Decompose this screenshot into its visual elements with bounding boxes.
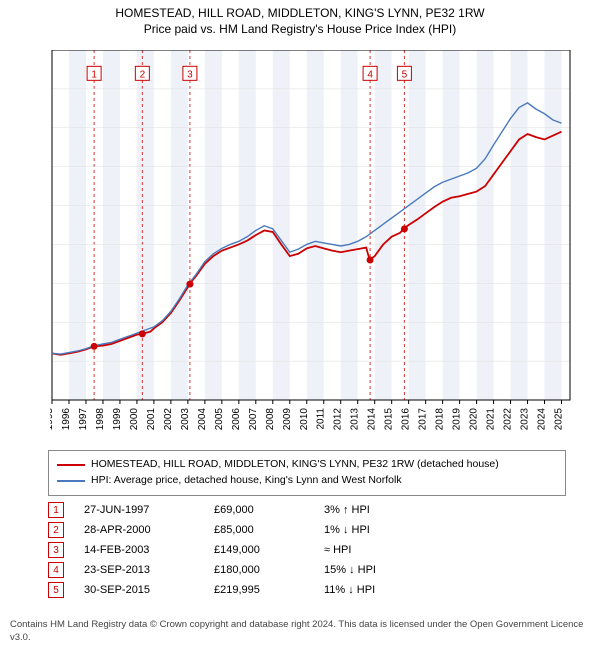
- table-row: 5 30-SEP-2015£219,99511% ↓ HPI: [48, 580, 548, 600]
- sale-number-badge: 3: [48, 542, 64, 558]
- svg-text:2016: 2016: [401, 408, 412, 431]
- title-line2: Price paid vs. HM Land Registry's House …: [8, 22, 592, 36]
- sale-date: 23-SEP-2013: [84, 564, 214, 576]
- svg-text:2001: 2001: [146, 408, 157, 431]
- sale-number-badge: 5: [48, 582, 64, 598]
- legend-label: HOMESTEAD, HILL ROAD, MIDDLETON, KING'S …: [91, 457, 499, 473]
- legend-label: HPI: Average price, detached house, King…: [91, 473, 402, 489]
- svg-text:3: 3: [187, 69, 193, 80]
- legend-swatch: [57, 464, 85, 466]
- sale-price: £69,000: [214, 504, 324, 516]
- svg-text:1998: 1998: [95, 408, 106, 431]
- svg-text:2014: 2014: [367, 408, 378, 431]
- sale-delta: 1% ↓ HPI: [324, 524, 444, 536]
- sale-date: 27-JUN-1997: [84, 504, 214, 516]
- svg-text:2006: 2006: [231, 408, 242, 431]
- sale-price: £149,000: [214, 544, 324, 556]
- svg-text:2002: 2002: [163, 408, 174, 431]
- svg-text:2012: 2012: [333, 408, 344, 431]
- svg-text:2022: 2022: [503, 408, 514, 431]
- sale-price: £219,995: [214, 584, 324, 596]
- svg-text:2021: 2021: [486, 408, 497, 431]
- svg-text:2003: 2003: [180, 408, 191, 431]
- svg-text:1997: 1997: [78, 408, 89, 431]
- sale-delta: ≈ HPI: [324, 544, 444, 556]
- svg-text:2004: 2004: [197, 408, 208, 431]
- svg-text:2010: 2010: [299, 408, 310, 431]
- legend-box: HOMESTEAD, HILL ROAD, MIDDLETON, KING'S …: [48, 450, 566, 496]
- table-row: 3 14-FEB-2003£149,000≈ HPI: [48, 540, 548, 560]
- sale-number-badge: 1: [48, 502, 64, 518]
- sale-date: 30-SEP-2015: [84, 584, 214, 596]
- svg-text:2020: 2020: [469, 408, 480, 431]
- svg-text:2013: 2013: [350, 408, 361, 431]
- svg-text:2023: 2023: [520, 408, 531, 431]
- sales-table: 127-JUN-1997£69,0003% ↑ HPI228-APR-2000£…: [48, 500, 548, 600]
- svg-text:2007: 2007: [248, 408, 259, 431]
- sale-date: 14-FEB-2003: [84, 544, 214, 556]
- svg-text:2025: 2025: [554, 408, 565, 431]
- sale-number-badge: 2: [48, 522, 64, 538]
- svg-text:5: 5: [402, 69, 408, 80]
- svg-text:1996: 1996: [61, 408, 72, 431]
- svg-text:2017: 2017: [418, 408, 429, 431]
- svg-text:2: 2: [140, 69, 146, 80]
- sale-number-badge: 4: [48, 562, 64, 578]
- svg-text:2000: 2000: [129, 408, 140, 431]
- svg-text:1: 1: [91, 69, 97, 80]
- table-row: 4 23-SEP-2013£180,00015% ↓ HPI: [48, 560, 548, 580]
- sale-delta: 3% ↑ HPI: [324, 504, 444, 516]
- table-row: 1 27-JUN-1997£69,0003% ↑ HPI: [48, 500, 548, 520]
- sale-price: £85,000: [214, 524, 324, 536]
- legend-item: HPI: Average price, detached house, King…: [57, 473, 557, 489]
- sale-delta: 15% ↓ HPI: [324, 564, 444, 576]
- svg-text:2005: 2005: [214, 408, 225, 431]
- svg-text:4: 4: [367, 69, 373, 80]
- svg-text:2008: 2008: [265, 408, 276, 431]
- sale-price: £180,000: [214, 564, 324, 576]
- table-row: 2 28-APR-2000£85,0001% ↓ HPI: [48, 520, 548, 540]
- price-chart: 12345£0£50K£100K£150K£200K£250K£300K£350…: [50, 50, 580, 440]
- sale-delta: 11% ↓ HPI: [324, 584, 444, 596]
- svg-text:2015: 2015: [384, 408, 395, 431]
- svg-text:2018: 2018: [435, 408, 446, 431]
- title-line1: HOMESTEAD, HILL ROAD, MIDDLETON, KING'S …: [8, 6, 592, 20]
- svg-text:2011: 2011: [316, 408, 327, 430]
- legend-item: HOMESTEAD, HILL ROAD, MIDDLETON, KING'S …: [57, 457, 557, 473]
- svg-text:1999: 1999: [112, 408, 123, 431]
- svg-text:2024: 2024: [537, 408, 548, 431]
- svg-text:1995: 1995: [50, 408, 55, 431]
- svg-text:2019: 2019: [452, 408, 463, 431]
- footer-text: Contains HM Land Registry data © Crown c…: [10, 619, 590, 644]
- sale-date: 28-APR-2000: [84, 524, 214, 536]
- legend-swatch: [57, 480, 85, 482]
- svg-text:2009: 2009: [282, 408, 293, 431]
